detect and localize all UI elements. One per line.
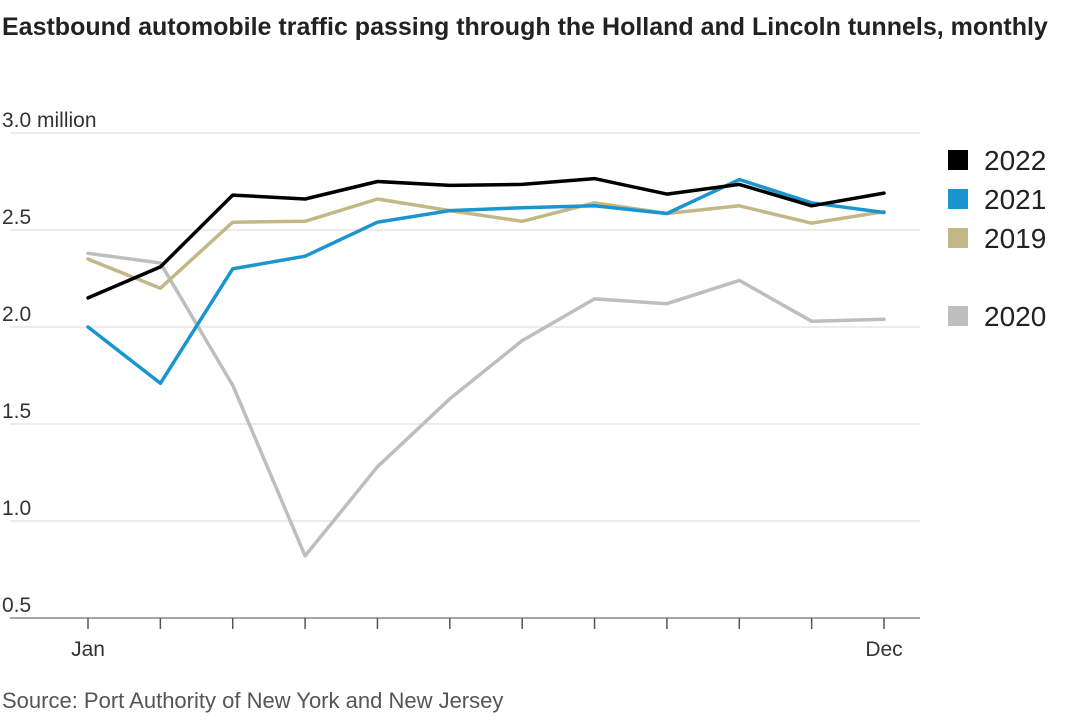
legend-swatch-2022	[948, 150, 968, 170]
y-axis-tick-labels: 0.5 1.0 1.5 2.0 2.5 3.0 million	[2, 109, 97, 617]
gridlines	[10, 132, 920, 619]
y-tick-label: 1.0	[2, 497, 31, 520]
y-tick-label: 2.5	[2, 206, 31, 229]
series-line-2022	[86, 176, 886, 300]
y-tick-label: 2.0	[2, 303, 31, 326]
legend: 2022 2021 2019 2020	[948, 145, 1046, 332]
legend-swatch-2019	[948, 228, 968, 248]
legend-swatch-2021	[948, 189, 968, 209]
legend-label-2021: 2021	[984, 184, 1046, 215]
x-tick-label: Jan	[71, 638, 105, 661]
chart-title: Eastbound automobile traffic passing thr…	[2, 13, 1048, 41]
series-line-2020	[86, 251, 886, 558]
y-tick-label: 1.5	[2, 400, 31, 423]
series-line-2021	[86, 177, 886, 386]
legend-label-2019: 2019	[984, 223, 1046, 254]
y-tick-label: 0.5	[2, 594, 31, 617]
series-lines	[86, 176, 886, 558]
series-line-2019	[86, 197, 886, 290]
legend-swatch-2020	[948, 306, 968, 326]
x-tick-label: Dec	[865, 638, 902, 661]
source-note: Source: Port Authority of New York and N…	[2, 688, 504, 713]
legend-label-2020: 2020	[984, 301, 1046, 332]
x-axis-ticks: Jan Dec	[71, 618, 903, 661]
y-tick-label: 3.0 million	[2, 109, 97, 132]
legend-label-2022: 2022	[984, 145, 1046, 176]
